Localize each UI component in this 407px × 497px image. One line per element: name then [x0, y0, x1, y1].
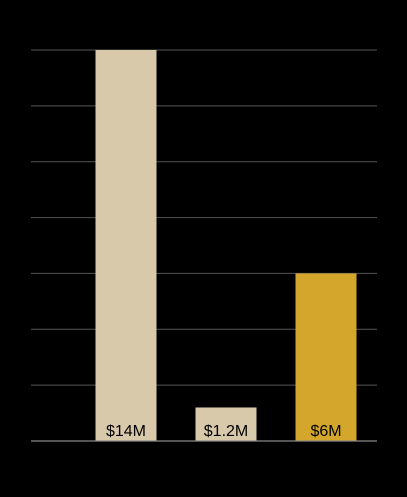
chart-gridlines — [31, 49, 377, 386]
bar-value-label-3: $6M — [310, 423, 341, 440]
bar-2 — [195, 407, 257, 441]
bar-value-label-1: $14M — [106, 423, 146, 440]
bar-3 — [295, 273, 357, 441]
chart-data-labels: $14M $1.2M $6M — [106, 423, 342, 440]
chart-bars — [95, 50, 357, 441]
bar-value-label-2: $1.2M — [204, 423, 248, 440]
bar-1 — [95, 50, 157, 441]
